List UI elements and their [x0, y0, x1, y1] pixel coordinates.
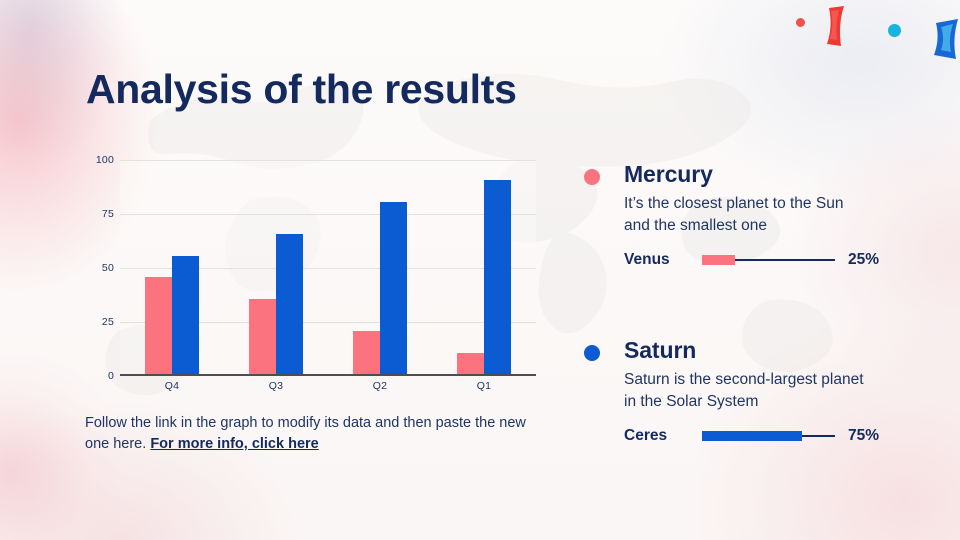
- meter-value: 75%: [847, 427, 879, 444]
- chart-plot-area: [120, 160, 536, 376]
- chart-bar-group: [328, 160, 432, 375]
- chart-bar-group: [432, 160, 536, 375]
- panel-title: Mercury: [624, 161, 713, 187]
- meter-fill: [702, 255, 736, 265]
- chart-gridline: [120, 214, 536, 215]
- chart-bar: [457, 352, 484, 375]
- chart-y-tick-label: 25: [101, 316, 114, 328]
- meter-label: Venus: [624, 251, 670, 268]
- chart-bar: [484, 180, 511, 375]
- chart-bar: [249, 298, 276, 375]
- panel-description: It’s the closest planet to the Sun and t…: [624, 195, 844, 234]
- chart-y-tick-label: 100: [95, 154, 114, 166]
- panel-title: Saturn: [624, 337, 697, 363]
- panel-mercury: Mercury It’s the closest planet to the S…: [578, 160, 908, 269]
- page-title: Analysis of the results: [86, 66, 517, 112]
- chart-y-tick-label: 0: [107, 370, 114, 382]
- chart-y-tick-label: 50: [101, 262, 114, 274]
- chart-bar: [276, 234, 303, 375]
- chart-bar: [145, 277, 172, 375]
- cyan-dot-icon: [888, 24, 901, 37]
- chart-bars: [120, 160, 536, 375]
- bullet-dot-icon: [584, 345, 600, 361]
- meter-track[interactable]: [702, 254, 835, 266]
- chart-x-axis-line: [120, 374, 536, 376]
- blue-ribbon-icon: [932, 19, 960, 66]
- panel-saturn: Saturn Saturn is the second-largest plan…: [578, 336, 908, 445]
- bullet-dot-icon: [584, 169, 600, 185]
- chart-bar: [172, 255, 199, 375]
- meter-value: 25%: [847, 251, 879, 268]
- chart-gridline: [120, 160, 536, 161]
- chart-bar: [353, 331, 380, 375]
- chart-bar-group: [224, 160, 328, 375]
- chart-x-axis-labels: Q4 Q3 Q2 Q1: [120, 380, 536, 396]
- caption-text: Follow the link in the graph to modify i…: [85, 415, 526, 452]
- red-ribbon-icon: [826, 6, 848, 53]
- chart-x-tick-label: Q2: [372, 380, 388, 392]
- chart-gridline: [120, 268, 536, 269]
- bar-chart: 0 25 50 75 100 Q4 Q3 Q2 Q1: [84, 154, 536, 392]
- meter-row-ceres: Ceres 75%: [624, 427, 879, 445]
- meter-label: Ceres: [624, 427, 668, 444]
- chart-x-tick-label: Q4: [164, 380, 180, 392]
- chart-bar-group: [120, 160, 224, 375]
- more-info-link[interactable]: For more info, click here: [150, 436, 319, 452]
- chart-y-tick-label: 75: [101, 208, 114, 220]
- chart-y-axis: 0 25 50 75 100: [84, 154, 114, 382]
- panel-description: Saturn is the second-largest planet in t…: [624, 371, 864, 410]
- meter-fill: [702, 431, 802, 441]
- chart-x-tick-label: Q3: [268, 380, 284, 392]
- meter-row-venus: Venus 25%: [624, 251, 879, 269]
- chart-gridline: [120, 322, 536, 323]
- chart-bar: [380, 201, 407, 375]
- red-dot-icon: [796, 18, 805, 27]
- chart-x-tick-label: Q1: [476, 380, 492, 392]
- meter-track[interactable]: [702, 430, 835, 442]
- meter-base-line: [702, 259, 835, 261]
- chart-caption: Follow the link in the graph to modify i…: [85, 413, 530, 455]
